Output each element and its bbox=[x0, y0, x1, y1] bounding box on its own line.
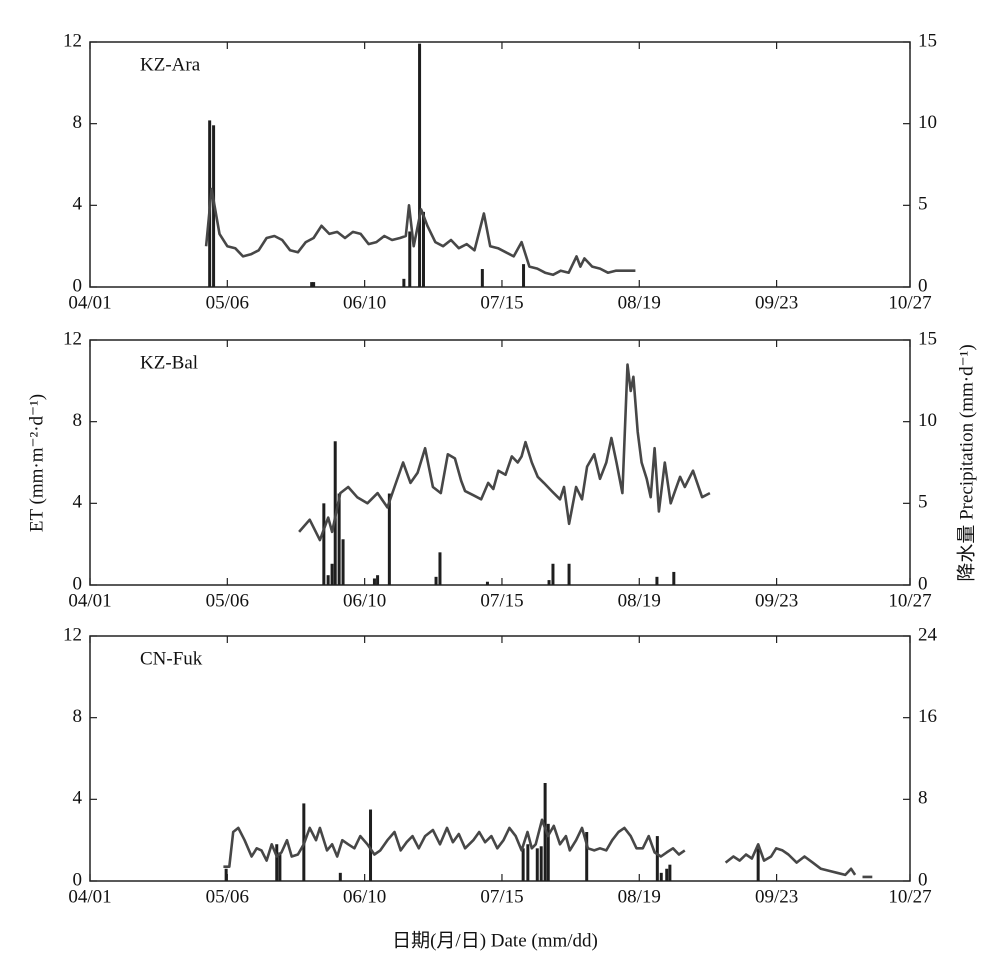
precip-bar bbox=[224, 868, 228, 881]
y-axis-label: ET (mm·m⁻²·d⁻¹) bbox=[26, 394, 47, 532]
precip-bar bbox=[672, 571, 676, 585]
precip-bar bbox=[756, 848, 760, 881]
y2-tick-label: 0 bbox=[918, 275, 928, 296]
panel-label: CN-Fuk bbox=[140, 648, 203, 669]
precip-bar bbox=[376, 575, 380, 585]
x-tick-label: 09/23 bbox=[755, 590, 798, 611]
x-tick-label: 07/15 bbox=[480, 590, 523, 611]
precip-bar bbox=[330, 563, 334, 585]
y-tick-label: 0 bbox=[73, 869, 83, 890]
precip-bar bbox=[551, 563, 555, 585]
x-tick-label: 08/19 bbox=[618, 886, 661, 907]
panel-label: KZ-Bal bbox=[140, 352, 198, 373]
x-tick-label: 05/06 bbox=[206, 292, 249, 313]
precip-bar bbox=[408, 231, 412, 287]
et-line bbox=[204, 187, 636, 277]
y-tick-label: 8 bbox=[73, 706, 83, 727]
precip-bar bbox=[522, 264, 526, 287]
y2-tick-label: 15 bbox=[918, 328, 937, 349]
plot-frame bbox=[89, 635, 911, 882]
precip-bar bbox=[659, 872, 663, 881]
x-tick-label: 06/10 bbox=[343, 590, 386, 611]
x-tick-label: 06/10 bbox=[343, 886, 386, 907]
et-line bbox=[223, 818, 873, 879]
y2-axis-label: 降水量 Precipitation (mm·d⁻¹) bbox=[955, 344, 977, 581]
y2-tick-label: 10 bbox=[918, 112, 937, 133]
y-tick-label: 12 bbox=[63, 328, 82, 349]
y-tick-label: 12 bbox=[63, 624, 82, 645]
precip-bar bbox=[338, 872, 342, 881]
y2-tick-label: 0 bbox=[918, 573, 928, 594]
precip-bar bbox=[326, 575, 330, 585]
precip-bar bbox=[341, 539, 345, 585]
y2-tick-label: 5 bbox=[918, 492, 928, 513]
x-axis-label: 日期(月/日) Date (mm/dd) bbox=[392, 929, 598, 951]
precip-bar bbox=[310, 282, 314, 287]
precip-bar bbox=[526, 844, 530, 881]
precip-bar bbox=[372, 578, 376, 585]
x-tick-label: 10/27 bbox=[888, 292, 931, 313]
precip-bar bbox=[546, 823, 550, 881]
y2-tick-label: 8 bbox=[918, 788, 928, 809]
x-tick-label: 05/06 bbox=[206, 590, 249, 611]
precip-bar bbox=[655, 576, 659, 585]
plot-frame bbox=[89, 41, 911, 288]
x-tick-label: 05/06 bbox=[206, 886, 249, 907]
y-tick-label: 4 bbox=[73, 492, 83, 513]
precip-bar bbox=[665, 868, 669, 881]
y-tick-label: 4 bbox=[73, 788, 83, 809]
precip-bar bbox=[312, 282, 316, 287]
y-tick-label: 4 bbox=[73, 194, 83, 215]
precip-bar bbox=[539, 846, 543, 881]
x-tick-label: 07/15 bbox=[480, 886, 523, 907]
x-tick-label: 10/27 bbox=[888, 590, 931, 611]
x-tick-label: 04/01 bbox=[68, 292, 111, 313]
precip-bar bbox=[418, 43, 422, 288]
x-tick-label: 06/10 bbox=[343, 292, 386, 313]
y-tick-label: 8 bbox=[73, 112, 83, 133]
precip-bar bbox=[421, 211, 425, 287]
precip-bar bbox=[275, 844, 279, 881]
precip-bar bbox=[438, 552, 442, 585]
y2-tick-label: 16 bbox=[918, 706, 937, 727]
y-tick-label: 8 bbox=[73, 410, 83, 431]
x-tick-label: 08/19 bbox=[618, 590, 661, 611]
precip-bar bbox=[485, 581, 489, 585]
y-tick-label: 0 bbox=[73, 573, 83, 594]
precip-bar bbox=[322, 503, 326, 585]
plot-frame bbox=[89, 339, 911, 586]
precip-bar bbox=[535, 848, 539, 881]
precip-bar bbox=[547, 580, 551, 585]
x-tick-label: 10/27 bbox=[888, 886, 931, 907]
precip-bar bbox=[585, 832, 589, 881]
precip-bar bbox=[278, 852, 282, 881]
x-tick-label: 04/01 bbox=[68, 886, 111, 907]
y-tick-label: 0 bbox=[73, 275, 83, 296]
precip-bar bbox=[655, 836, 659, 881]
y2-tick-label: 10 bbox=[918, 410, 937, 431]
x-tick-label: 09/23 bbox=[755, 886, 798, 907]
precip-bar bbox=[337, 493, 341, 585]
precip-bar bbox=[521, 848, 525, 881]
x-tick-label: 08/19 bbox=[618, 292, 661, 313]
y2-tick-label: 24 bbox=[918, 624, 938, 645]
panel-label: KZ-Ara bbox=[140, 54, 201, 75]
y2-tick-label: 0 bbox=[918, 869, 928, 890]
precip-bar bbox=[434, 576, 438, 585]
x-tick-label: 09/23 bbox=[755, 292, 798, 313]
precip-bar bbox=[387, 493, 391, 585]
precip-bar bbox=[668, 864, 672, 881]
y2-tick-label: 15 bbox=[918, 30, 937, 51]
precip-bar bbox=[567, 563, 571, 585]
x-tick-label: 04/01 bbox=[68, 590, 111, 611]
et-line bbox=[298, 363, 711, 542]
precip-bar bbox=[402, 278, 406, 287]
y2-tick-label: 5 bbox=[918, 194, 928, 215]
x-tick-label: 07/15 bbox=[480, 292, 523, 313]
precip-bar bbox=[480, 269, 484, 287]
y-tick-label: 12 bbox=[63, 30, 82, 51]
precip-bar bbox=[369, 809, 373, 881]
